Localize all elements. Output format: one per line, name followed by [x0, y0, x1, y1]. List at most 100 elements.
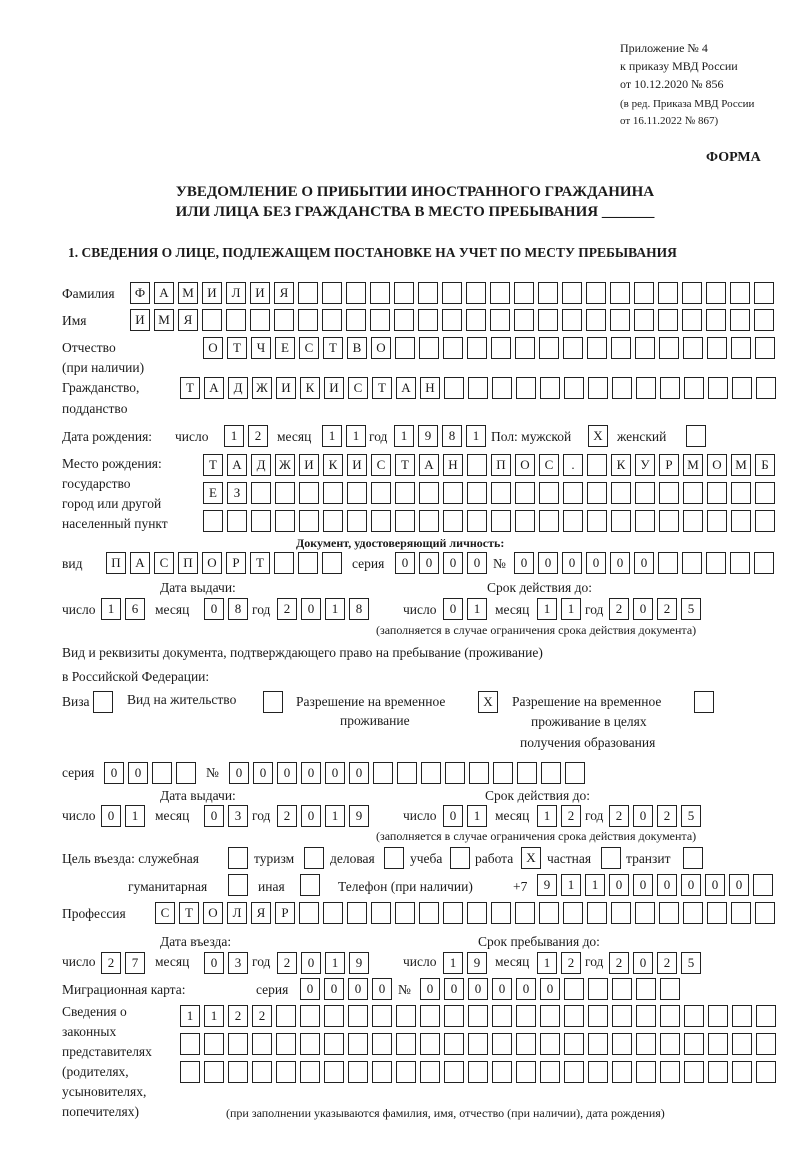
birth-place-cell[interactable]: [419, 510, 439, 532]
right-number-cell[interactable]: [493, 762, 513, 784]
birth-place-cell[interactable]: З: [227, 482, 247, 504]
reps-cell[interactable]: [708, 1005, 728, 1027]
reps-cell[interactable]: [444, 1005, 464, 1027]
birth-place-cell[interactable]: [611, 482, 631, 504]
profession-cell[interactable]: [563, 902, 583, 924]
name-cell[interactable]: [682, 309, 702, 331]
name-cell[interactable]: [658, 309, 678, 331]
birth-place-cell[interactable]: [539, 510, 559, 532]
citizenship-cell[interactable]: [588, 377, 608, 399]
birth-place-cell[interactable]: [251, 482, 271, 504]
surname-cell[interactable]: [634, 282, 654, 304]
patronymic-cell[interactable]: [539, 337, 559, 359]
birth-place-cell[interactable]: Т: [395, 454, 415, 476]
reps-cell[interactable]: [348, 1005, 368, 1027]
birth-place-cell[interactable]: С: [539, 454, 559, 476]
mc-series-cell[interactable]: 0: [300, 978, 320, 1000]
stay-day-cell[interactable]: 1: [443, 952, 463, 974]
patronymic-cell[interactable]: [707, 337, 727, 359]
surname-cell[interactable]: [418, 282, 438, 304]
birth-place-cell[interactable]: [299, 510, 319, 532]
birth-month-cell[interactable]: 1: [322, 425, 342, 447]
right-number-cell[interactable]: 0: [325, 762, 345, 784]
patronymic-cell[interactable]: В: [347, 337, 367, 359]
right-series-cell[interactable]: [176, 762, 196, 784]
reps-cell[interactable]: [636, 1005, 656, 1027]
name-cell[interactable]: [538, 309, 558, 331]
citizenship-cell[interactable]: [732, 377, 752, 399]
surname-cell[interactable]: [682, 282, 702, 304]
reps-cell[interactable]: [732, 1061, 752, 1083]
id-kind-cell[interactable]: [298, 552, 318, 574]
birth-place-cell[interactable]: [467, 482, 487, 504]
visa-checkbox[interactable]: [93, 691, 113, 713]
reps-cell[interactable]: [324, 1033, 344, 1055]
id-kind-cell[interactable]: П: [106, 552, 126, 574]
name-cell[interactable]: [634, 309, 654, 331]
reps-cell[interactable]: [204, 1033, 224, 1055]
reps-cell[interactable]: [516, 1061, 536, 1083]
birth-place-cell[interactable]: О: [707, 454, 727, 476]
right-issue-month-cell[interactable]: 3: [228, 805, 248, 827]
reps-cell[interactable]: [660, 1005, 680, 1027]
right-number-cell[interactable]: [397, 762, 417, 784]
birth-place-cell[interactable]: [395, 510, 415, 532]
citizenship-cell[interactable]: [516, 377, 536, 399]
birth-place-cell[interactable]: [371, 510, 391, 532]
patronymic-cell[interactable]: [563, 337, 583, 359]
patronymic-cell[interactable]: [587, 337, 607, 359]
surname-cell[interactable]: [538, 282, 558, 304]
reps-cell[interactable]: [516, 1033, 536, 1055]
right-number-cell[interactable]: [373, 762, 393, 784]
patronymic-cell[interactable]: [395, 337, 415, 359]
id-valid-month-cell[interactable]: 1: [561, 598, 581, 620]
sex-female-checkbox[interactable]: [686, 425, 706, 447]
name-cell[interactable]: [490, 309, 510, 331]
profession-cell[interactable]: [467, 902, 487, 924]
birth-place-cell[interactable]: Б: [755, 454, 775, 476]
reps-cell[interactable]: [636, 1033, 656, 1055]
birth-place-cell[interactable]: Н: [443, 454, 463, 476]
reps-cell[interactable]: [468, 1061, 488, 1083]
mc-number-cell[interactable]: [660, 978, 680, 1000]
patronymic-cell[interactable]: [731, 337, 751, 359]
surname-cell[interactable]: [442, 282, 462, 304]
id-kind-cell[interactable]: [274, 552, 294, 574]
surname-cell[interactable]: И: [202, 282, 222, 304]
right-valid-year-cell[interactable]: 2: [609, 805, 629, 827]
reps-cell[interactable]: [300, 1005, 320, 1027]
mc-series-cell[interactable]: 0: [324, 978, 344, 1000]
surname-cell[interactable]: [322, 282, 342, 304]
citizenship-cell[interactable]: Т: [372, 377, 392, 399]
right-series-cell[interactable]: 0: [104, 762, 124, 784]
phone-cell[interactable]: 0: [681, 874, 701, 896]
citizenship-cell[interactable]: И: [276, 377, 296, 399]
birth-place-cell[interactable]: К: [611, 454, 631, 476]
birth-place-cell[interactable]: [731, 482, 751, 504]
profession-cell[interactable]: О: [203, 902, 223, 924]
birth-year-cell[interactable]: 1: [394, 425, 414, 447]
profession-cell[interactable]: [515, 902, 535, 924]
reps-cell[interactable]: [348, 1061, 368, 1083]
reps-cell[interactable]: [228, 1033, 248, 1055]
id-series-cell[interactable]: 0: [467, 552, 487, 574]
birth-place-cell[interactable]: [347, 510, 367, 532]
birth-place-cell[interactable]: [251, 510, 271, 532]
patronymic-cell[interactable]: О: [371, 337, 391, 359]
patronymic-cell[interactable]: Е: [275, 337, 295, 359]
name-cell[interactable]: [322, 309, 342, 331]
birth-place-cell[interactable]: [467, 454, 487, 476]
birth-place-cell[interactable]: [299, 482, 319, 504]
birth-place-cell[interactable]: [539, 482, 559, 504]
reps-cell[interactable]: [732, 1033, 752, 1055]
birth-place-cell[interactable]: [563, 482, 583, 504]
patronymic-cell[interactable]: [755, 337, 775, 359]
patronymic-cell[interactable]: [515, 337, 535, 359]
right-issue-year-cell[interactable]: 1: [325, 805, 345, 827]
name-cell[interactable]: [730, 309, 750, 331]
id-series-cell[interactable]: 0: [443, 552, 463, 574]
id-number-cell[interactable]: 0: [514, 552, 534, 574]
id-valid-day-cell[interactable]: 0: [443, 598, 463, 620]
profession-cell[interactable]: Л: [227, 902, 247, 924]
id-issue-month-cell[interactable]: 0: [204, 598, 224, 620]
